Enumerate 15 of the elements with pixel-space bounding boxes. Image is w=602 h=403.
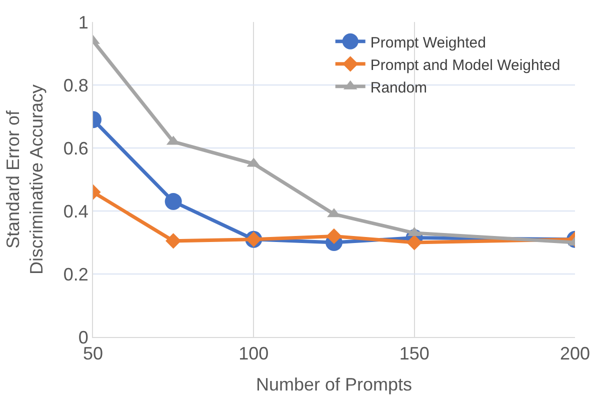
y-tick-label: 0.6 xyxy=(63,138,88,158)
y-tick-label: 0.2 xyxy=(63,264,88,284)
legend-label: Prompt and Model Weighted xyxy=(370,56,560,74)
y-tick-label: 1 xyxy=(78,12,88,32)
x-axis-title: Number of Prompts xyxy=(256,374,412,395)
x-tick-label: 100 xyxy=(238,344,269,364)
point xyxy=(326,228,342,244)
x-tick-label: 200 xyxy=(560,344,590,364)
legend-label: Random xyxy=(370,79,428,96)
point xyxy=(406,234,422,250)
y-axis-title: Standard Error of Discriminative Accuracy xyxy=(3,84,47,275)
legend-label: Prompt Weighted xyxy=(370,34,486,52)
x-tick-label: 150 xyxy=(399,344,430,364)
y-tick-label: 0.4 xyxy=(63,201,88,222)
y-tick-label: 0.8 xyxy=(63,75,88,96)
